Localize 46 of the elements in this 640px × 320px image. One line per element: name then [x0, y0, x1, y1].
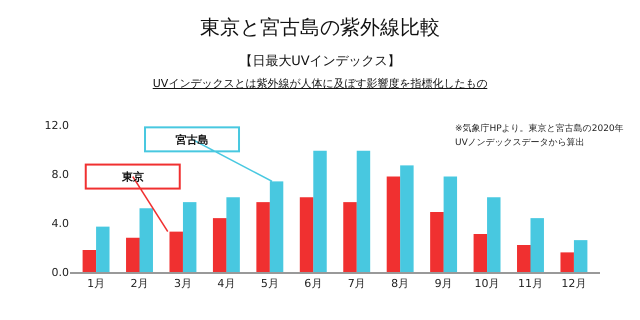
- x-tick-label: 12月: [561, 277, 586, 290]
- bar: [430, 212, 444, 272]
- x-tick-label: 9月: [434, 277, 453, 290]
- x-tick-label: 2月: [130, 277, 149, 290]
- chart-subtitle: 【日最大UVインデックス】: [238, 53, 402, 70]
- x-tick-label: 10月: [474, 277, 500, 290]
- y-tick-label: 8.0: [52, 168, 69, 181]
- bar: [400, 165, 414, 272]
- chart-title: 東京と宮古島の紫外線比較: [199, 14, 441, 41]
- x-tick-label: 3月: [174, 277, 192, 290]
- y-tick-label: 12.0: [44, 118, 69, 132]
- y-tick-label: 4.0: [52, 216, 69, 230]
- bar: [226, 197, 240, 272]
- bar: [169, 232, 183, 272]
- y-tick-label: 0.0: [52, 266, 69, 279]
- bar: [560, 252, 574, 272]
- bar: [126, 238, 140, 272]
- text: 宮古島: [176, 133, 209, 146]
- bar: [574, 240, 588, 272]
- bar: [313, 150, 327, 272]
- bar: [386, 176, 400, 272]
- bar: [517, 245, 530, 272]
- text: UVインデックスとは紫外線が人体に及ぼす影響度を指標化したもの: [152, 77, 488, 90]
- bar: [530, 218, 544, 272]
- bar: [256, 202, 270, 272]
- x-tick-label: 11月: [518, 277, 543, 290]
- bar: [356, 150, 370, 272]
- bar: [212, 218, 226, 272]
- text: 東京: [120, 170, 144, 184]
- bar: [182, 202, 196, 272]
- annotation: ※気象庁HPより。東京と宮古島の2020年UVノンデックスデータから算出: [455, 122, 625, 150]
- bar: [300, 197, 314, 272]
- bar: [82, 250, 96, 272]
- bar: [96, 226, 110, 272]
- bar: [444, 176, 458, 272]
- bar: [140, 208, 153, 272]
- x-tick-label: 4月: [217, 277, 236, 290]
- bar: [487, 197, 501, 272]
- x-tick-label: 8月: [391, 277, 410, 290]
- bar: [343, 202, 357, 272]
- bar: [474, 234, 488, 272]
- x-tick-label: 7月: [348, 277, 366, 290]
- bar: [270, 181, 284, 272]
- x-tick-label: 6月: [304, 277, 322, 290]
- x-tick-label: 5月: [260, 277, 279, 290]
- x-tick-label: 1月: [87, 277, 106, 290]
